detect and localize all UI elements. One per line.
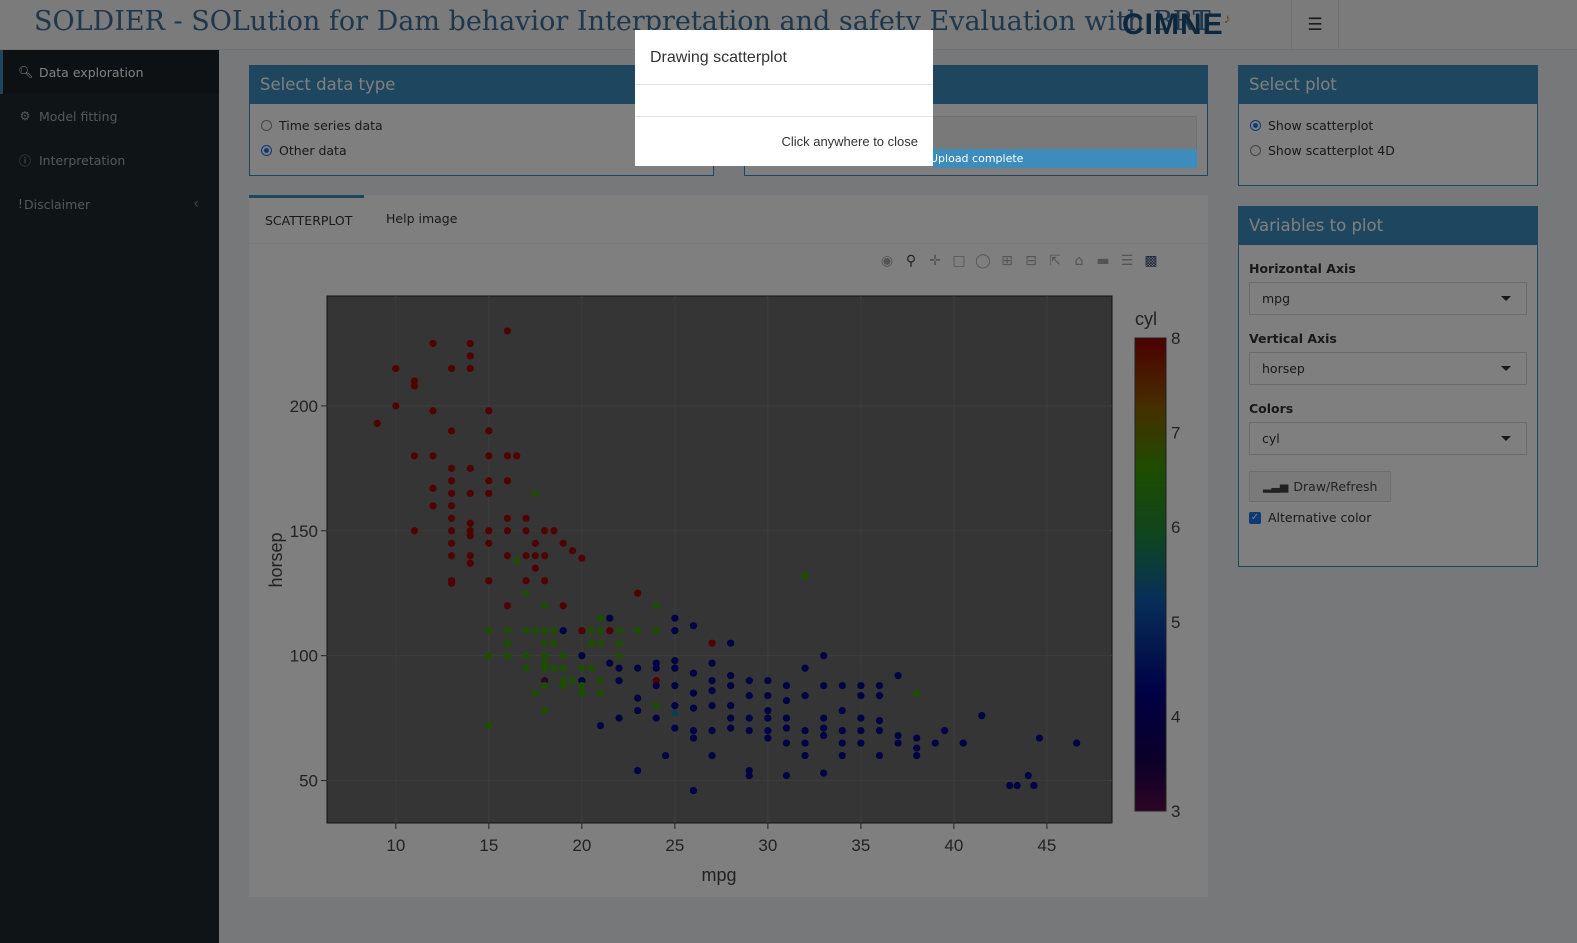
upload-status: Upload complete [930, 152, 1024, 165]
modal-close-hint[interactable]: Click anywhere to close [781, 134, 918, 149]
drawing-modal[interactable]: Drawing scatterplot Click anywhere to cl… [635, 30, 933, 166]
modal-title: Drawing scatterplot [635, 30, 933, 85]
upload-progress-bar: Upload complete [930, 149, 1197, 168]
modal-body [635, 85, 933, 117]
